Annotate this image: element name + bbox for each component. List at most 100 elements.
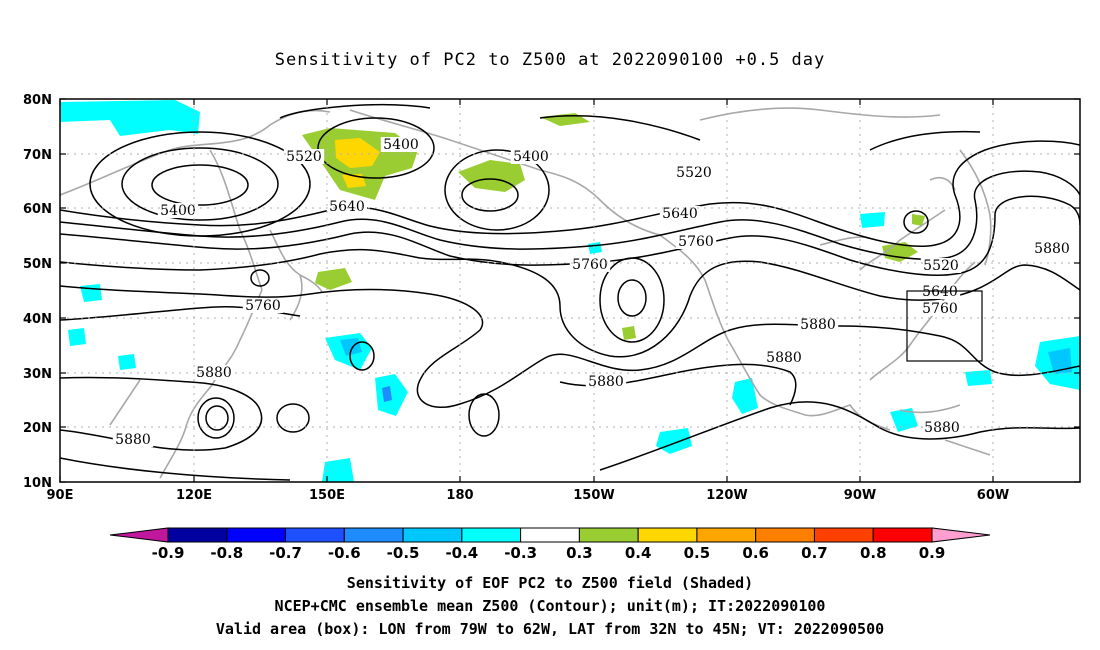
colorbar-segment: [402, 527, 463, 543]
contour-label-bg: [326, 199, 368, 214]
colorbar-label: 0.9: [919, 544, 946, 562]
shade-cyan: [732, 378, 758, 414]
contour-label-bg: [510, 149, 552, 164]
shade-green: [315, 268, 352, 290]
colorbar-label: 0.3: [566, 544, 593, 562]
colorbar-segment: [578, 527, 639, 543]
contour-label-bg: [585, 374, 627, 389]
contour-label: 5760: [678, 234, 714, 250]
contour-label: 5400: [513, 149, 549, 165]
lon-label: 120W: [706, 488, 747, 503]
colorbar-label: 0.4: [625, 544, 652, 562]
contour-label: 5640: [329, 199, 365, 215]
colorbar-label: -0.6: [328, 544, 361, 562]
contour-label: 5880: [924, 420, 960, 436]
colorbar-label: -0.7: [269, 544, 302, 562]
shade-cyan: [322, 458, 354, 482]
plot-frame: [59, 98, 1081, 483]
shade-green: [912, 214, 925, 226]
shade-cyan: [118, 354, 136, 370]
lon-label: 150E: [309, 488, 345, 503]
lon-label: 60W: [977, 488, 1009, 503]
lon-label: 90E: [47, 488, 74, 503]
contour-label: 5400: [383, 137, 419, 153]
contour-label-bg: [920, 258, 962, 273]
lat-label: 70N: [23, 148, 52, 163]
caption-line-1: Sensitivity of EOF PC2 to Z500 field (Sh…: [346, 574, 754, 592]
caption-line-3: Valid area (box): LON from 79W to 62W, L…: [215, 620, 885, 638]
shade-green: [458, 160, 525, 192]
contour-label-bg: [659, 206, 701, 221]
colorbar-segment: [696, 527, 757, 543]
contour-label: 5880: [588, 374, 624, 390]
colorbar-segment: [813, 527, 874, 543]
contour-label-bg: [797, 317, 839, 332]
colorbar-segment: [461, 527, 522, 543]
colorbar-label: 0.5: [684, 544, 711, 562]
shade-yellow: [335, 138, 380, 168]
lat-label: 20N: [23, 421, 52, 436]
lon-label: 150W: [573, 488, 614, 503]
lat-label: 30N: [23, 367, 52, 382]
contour-label: 5880: [766, 350, 802, 366]
contour-label: 5760: [922, 301, 958, 317]
contour-label: 5880: [800, 317, 836, 333]
contour-label: 5520: [286, 149, 322, 165]
shade-cyan: [80, 284, 102, 302]
contour-label-bg: [675, 234, 717, 249]
lat-label: 80N: [23, 93, 52, 108]
colorbar-label: -0.5: [387, 544, 420, 562]
contour-label-bg: [112, 432, 154, 447]
shade-cyan: [860, 212, 885, 228]
contour-label: 5880: [115, 432, 151, 448]
shade-green: [540, 113, 590, 126]
colorbar-label: -0.9: [152, 544, 185, 562]
colorbar: -0.9 -0.8 -0.7 -0.6 -0.5 -0.4 -0.3 0.3 0.4 0.5 0.6…: [109, 527, 991, 562]
lat-label: 60N: [23, 202, 52, 217]
contour-label: 5880: [1034, 241, 1070, 257]
lon-label: 180: [446, 488, 473, 503]
gridlines: [60, 99, 1080, 482]
shade-cyan: [60, 100, 200, 136]
colorbar-label: 0.6: [742, 544, 769, 562]
contour-label-bg: [569, 257, 611, 272]
lat-label: 40N: [23, 312, 52, 327]
contour-label-bg: [242, 298, 284, 313]
contour-label-bg: [763, 350, 805, 365]
lat-label: 10N: [23, 476, 52, 491]
contour-label: 5640: [662, 206, 698, 222]
contour-label: 5640: [922, 284, 958, 300]
colorbar-segment: [167, 527, 228, 543]
colorbar-segment: [755, 527, 815, 543]
colorbar-segment: [872, 527, 933, 543]
shade-cyan: [588, 242, 602, 254]
lon-label: 120E: [176, 488, 212, 503]
contour-label-bg: [157, 203, 199, 218]
colorbar-label: -0.8: [210, 544, 243, 562]
contour-label: 5400: [160, 203, 196, 219]
colorbar-segment: [343, 527, 404, 543]
colorbar-label: -0.4: [445, 544, 478, 562]
colorbar-label: 0.8: [860, 544, 887, 562]
colorbar-low-extend: [109, 527, 169, 543]
contour-label: 5760: [245, 298, 281, 314]
map-title: Sensitivity of PC2 to Z500 at 2022090100…: [274, 50, 826, 70]
shade-cyan: [656, 428, 692, 454]
contour-label-bg: [673, 165, 715, 180]
shade-cyan: [68, 328, 86, 346]
caption-line-2: NCEP+CMC ensemble mean Z500 (Contour); u…: [274, 597, 826, 615]
shade-cyan: [890, 408, 918, 432]
colorbar-segment: [285, 527, 345, 543]
shade-lightblue: [340, 338, 362, 356]
contour-label: 5760: [572, 257, 608, 273]
lat-label: 50N: [23, 257, 52, 272]
valid-area-box: [906, 290, 983, 362]
contour-label: 5520: [676, 165, 712, 181]
shade-green: [622, 326, 636, 340]
shade-blue: [382, 386, 392, 402]
contour-label-bg: [919, 301, 961, 316]
lon-label: 90W: [844, 488, 876, 503]
